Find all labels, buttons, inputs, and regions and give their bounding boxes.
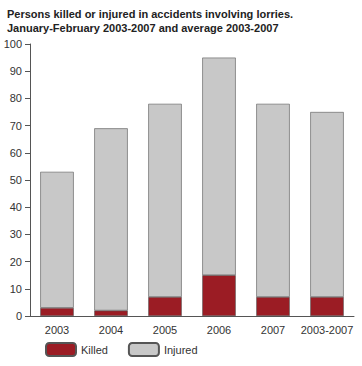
svg-text:Persons killed or injured in a: Persons killed or injured in accidents i… [7, 8, 293, 20]
svg-text:10: 10 [10, 283, 22, 295]
svg-text:January-February 2003-2007 and: January-February 2003-2007 and average 2… [7, 22, 279, 34]
svg-text:2003-2007: 2003-2007 [301, 324, 354, 336]
svg-text:70: 70 [10, 120, 22, 132]
svg-text:40: 40 [10, 201, 22, 213]
svg-text:2003: 2003 [45, 324, 69, 336]
svg-text:60: 60 [10, 147, 22, 159]
svg-text:Killed: Killed [81, 344, 108, 356]
svg-text:Injured: Injured [164, 344, 198, 356]
svg-text:30: 30 [10, 228, 22, 240]
svg-text:2005: 2005 [153, 324, 177, 336]
svg-text:50: 50 [10, 174, 22, 186]
svg-text:2006: 2006 [207, 324, 231, 336]
svg-text:20: 20 [10, 256, 22, 268]
svg-text:100: 100 [4, 38, 22, 50]
svg-text:80: 80 [10, 92, 22, 104]
svg-text:2007: 2007 [261, 324, 285, 336]
svg-text:2004: 2004 [99, 324, 123, 336]
svg-text:0: 0 [16, 310, 22, 322]
svg-text:90: 90 [10, 65, 22, 77]
